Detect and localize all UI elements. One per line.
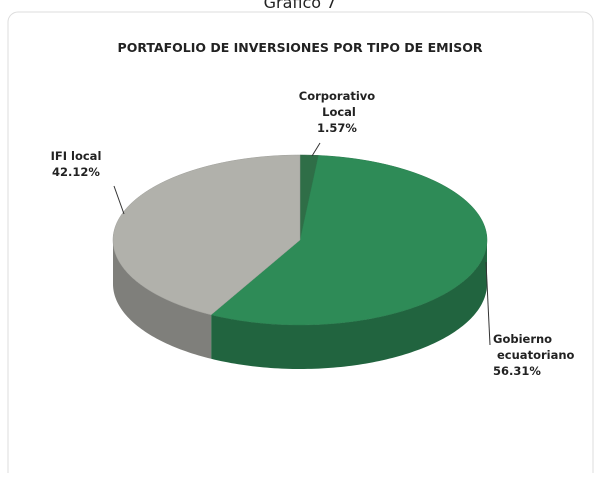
leader-line (113, 185, 125, 215)
leader-line (485, 261, 491, 346)
slice-side (211, 240, 488, 369)
category-label: Corporativo Local (299, 89, 376, 119)
value-label: 42.12% (52, 165, 100, 179)
slice-side (113, 240, 212, 359)
slice (112, 154, 301, 316)
caption: Gráfico 7 (264, 0, 337, 12)
value-label: 1.57% (317, 121, 357, 135)
category-label: IFI local (51, 149, 102, 163)
category-label: Gobierno ecuatoriano (493, 332, 575, 362)
slice (210, 155, 488, 326)
value-label: 56.31% (493, 364, 541, 378)
leader-line (311, 142, 321, 157)
chart-title: PORTAFOLIO DE INVERSIONES POR TIPO DE EM… (118, 40, 483, 55)
